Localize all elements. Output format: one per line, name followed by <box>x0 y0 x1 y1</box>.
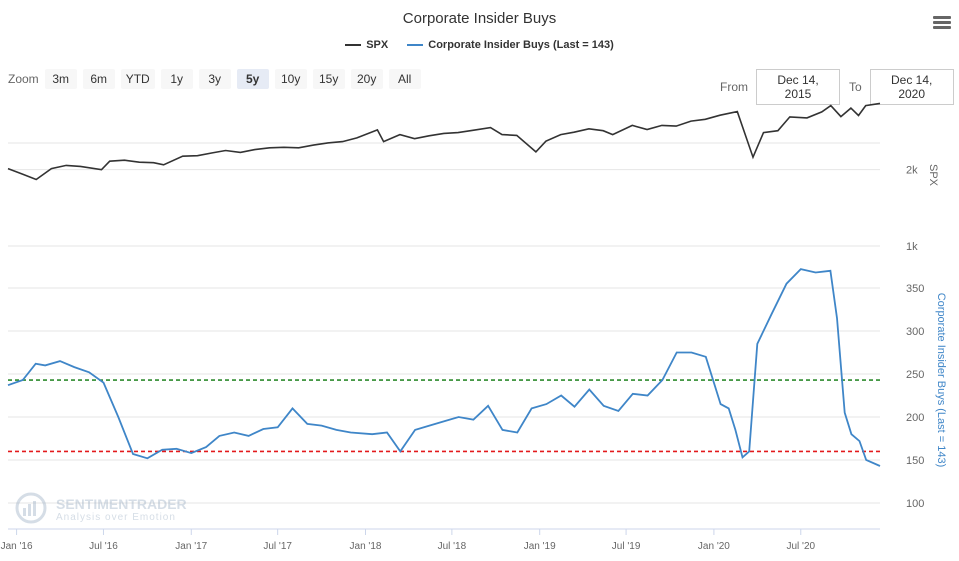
watermark-tagline: Analysis over Emotion <box>56 511 176 523</box>
insider-tick-label: 100 <box>906 498 924 510</box>
hamburger-menu-icon[interactable] <box>933 16 951 32</box>
insider-tick-label: 250 <box>906 369 924 381</box>
watermark: SENTIMENTRADER Analysis over Emotion <box>14 492 187 526</box>
insider-tick-label: 350 <box>906 283 924 295</box>
from-date-input[interactable]: Dec 14, 2015 <box>756 69 840 105</box>
range-to: To Dec 14, 2020 <box>849 69 954 105</box>
x-axis-tick-label: Jul '17 <box>263 541 292 552</box>
insider-tick-label: 300 <box>906 326 924 338</box>
legend-item-insider[interactable]: Corporate Insider Buys (Last = 143) <box>407 39 614 51</box>
x-axis-tick-label: Jan '16 <box>1 541 33 552</box>
zoom-toolbar: Zoom 3m 6m YTD 1y 3y 5y 10y 15y 20y All <box>8 69 427 89</box>
zoom-button-3m[interactable]: 3m <box>44 69 77 89</box>
from-label: From <box>720 80 748 94</box>
legend-item-spx[interactable]: SPX <box>345 39 388 51</box>
insider-series-line <box>7 268 881 467</box>
legend-label-spx: SPX <box>366 39 389 51</box>
range-from: From Dec 14, 2015 <box>720 69 840 105</box>
x-axis-tick-label: Jan '17 <box>175 541 207 552</box>
spx-series-line <box>7 102 881 181</box>
zoom-button-10y[interactable]: 10y <box>274 69 307 89</box>
x-axis-tick-label: Jul '18 <box>438 541 467 552</box>
zoom-button-5y[interactable]: 5y <box>236 69 269 89</box>
to-label: To <box>849 80 862 94</box>
x-axis-tick-label: Jan '19 <box>524 541 556 552</box>
spx-tick-label: 1k <box>906 241 918 253</box>
insider-axis-title: Corporate Insider Buys (Last = 143) <box>935 293 947 468</box>
spx-tick-label: 2k <box>906 165 918 177</box>
watermark-logo-icon <box>15 492 47 524</box>
to-date-input[interactable]: Dec 14, 2020 <box>869 69 954 105</box>
zoom-button-6m[interactable]: 6m <box>82 69 115 89</box>
x-axis-tick-label: Jul '19 <box>612 541 641 552</box>
zoom-button-20y[interactable]: 20y <box>350 69 383 89</box>
x-axis-tick-label: Jul '16 <box>89 541 118 552</box>
zoom-button-15y[interactable]: 15y <box>312 69 345 89</box>
x-axis-tick-label: Jan '20 <box>698 541 730 552</box>
zoom-label: Zoom <box>8 72 39 86</box>
legend: SPX Corporate Insider Buys (Last = 143) <box>0 37 959 51</box>
zoom-button-1y[interactable]: 1y <box>160 69 193 89</box>
insider-tick-label: 150 <box>906 455 924 467</box>
zoom-button-all[interactable]: All <box>388 69 421 89</box>
legend-swatch-insider <box>407 44 424 46</box>
chart-title: Corporate Insider Buys <box>402 10 557 27</box>
x-axis-tick-label: Jan '18 <box>350 541 382 552</box>
legend-label-insider: Corporate Insider Buys (Last = 143) <box>428 39 614 51</box>
zoom-button-3y[interactable]: 3y <box>198 69 231 89</box>
spx-axis-title: SPX <box>927 164 939 187</box>
insider-tick-label: 200 <box>906 412 924 424</box>
watermark-brand: SENTIMENTRADER <box>56 495 187 512</box>
zoom-button-ytd[interactable]: YTD <box>120 69 155 89</box>
x-axis-tick-label: Jul '20 <box>786 541 815 552</box>
legend-swatch-spx <box>345 44 362 46</box>
zoom-button-group: 3m 6m YTD 1y 3y 5y 10y 15y 20y All <box>44 69 427 89</box>
